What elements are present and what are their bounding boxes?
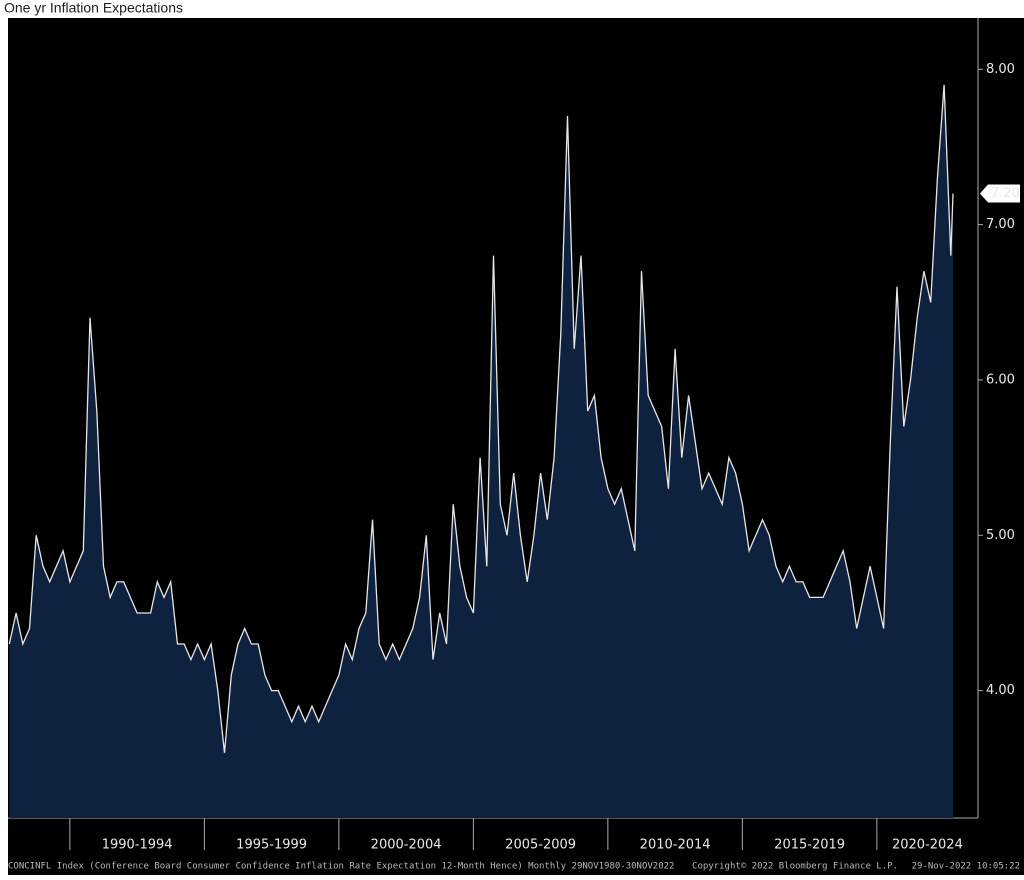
y-tick-label: 7.00 [986,217,1015,232]
footer-left: CONCINFL Index (Conference Board Consume… [8,862,674,872]
last-value-label: 7.20 [991,186,1020,201]
line [8,84,954,753]
footer-center: Copyright© 2022 Bloomberg Finance L.P. [692,862,898,872]
chart-title: One yr Inflation Expectations [4,0,183,16]
x-tick-label: 2000-2004 [371,838,442,853]
x-tick-label: 2005-2009 [505,838,576,853]
y-tick-label: 4.00 [986,683,1015,698]
y-tick-label: 6.00 [986,372,1015,387]
footer-right: 29-Nov-2022 10:05:22 [912,862,1020,872]
x-tick-label: 2010-2014 [640,838,711,853]
x-tick-label: 2015-2019 [774,838,845,853]
y-tick-label: 5.00 [986,528,1015,543]
last-value-tag [980,184,1020,203]
x-tick-label: 2020-2024 [892,838,963,853]
x-tick-label: 1995-1999 [236,838,307,853]
x-tick-label: 1990-1994 [102,838,173,853]
area-fill [9,84,954,819]
y-tick-label: 8.00 [986,62,1015,77]
